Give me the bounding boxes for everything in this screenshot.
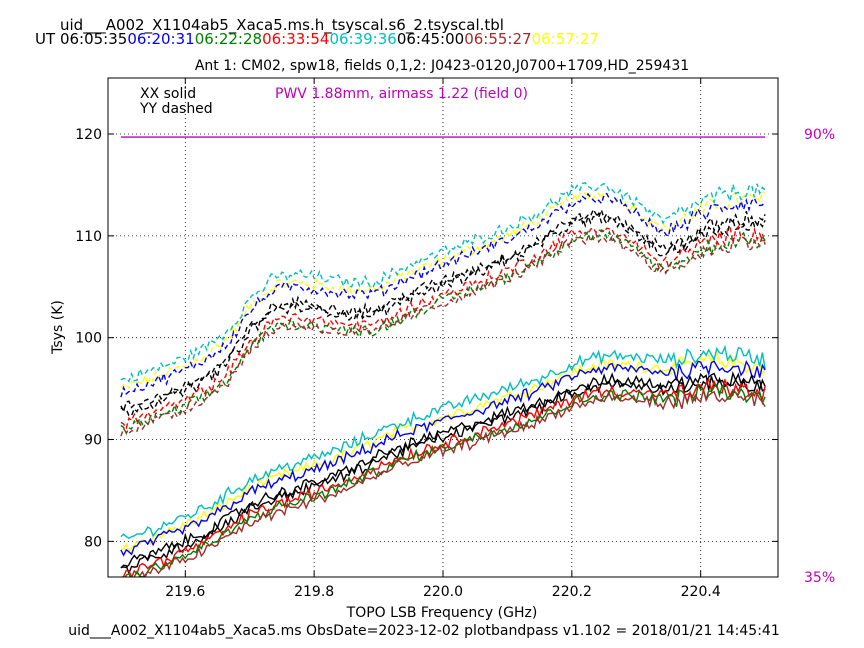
ut-timestamps: UT 06:05:3506:20:3106:22:2806:33:5406:39… <box>35 30 599 48</box>
ut-time-2: 06:22:28 <box>195 30 262 48</box>
x-axis-ticks: 219.6 219.8 220.0 220.2 220.4 <box>165 78 721 600</box>
ut-label: UT <box>35 30 56 48</box>
legend-yy-note: YY dashed <box>139 101 213 117</box>
series-yy-065527 <box>120 231 766 437</box>
ut-time-7: 06:57:27 <box>532 30 599 48</box>
y-tick-label: 100 <box>75 331 102 347</box>
y-tick-label: 110 <box>75 229 102 245</box>
series-yy-060535 <box>120 207 766 413</box>
y-tick-label: 80 <box>84 534 102 550</box>
ut-time-3: 06:33:54 <box>262 30 329 48</box>
y-axis-ticks: 80 90 100 110 120 <box>75 127 778 550</box>
series-yy-062228 <box>120 228 766 436</box>
right-axis-labels: 90% 35% <box>804 127 835 586</box>
pwv-note: PWV 1.88mm, airmass 1.22 (field 0) <box>275 86 528 102</box>
x-tick-label: 220.4 <box>681 584 721 600</box>
series-yy-063936 <box>120 182 766 383</box>
x-axis-label: TOPO LSB Frequency (GHz) <box>346 605 538 621</box>
series-xx-060535 <box>120 372 766 569</box>
ut-time-0: 06:05:35 <box>60 30 127 48</box>
series-yy-063354 <box>120 224 766 430</box>
series-xx-065527 <box>133 388 766 577</box>
y-tick-label: 90 <box>84 433 102 449</box>
series-xx-062228 <box>124 383 766 577</box>
series-xx-063936 <box>120 344 766 540</box>
ut-time-5: 06:45:00 <box>397 30 464 48</box>
x-tick-label: 220.2 <box>552 584 592 600</box>
chart-title: Ant 1: CM02, spw18, fields 0,1,2: J0423-… <box>195 58 689 74</box>
y-axis-label: Tsys (K) <box>50 300 66 355</box>
filename-title: uid___A002_X1104ab5_Xaca5.ms.h_tsyscal.s… <box>60 16 504 35</box>
series-xx-062031 <box>120 359 766 557</box>
series-layer <box>120 182 766 577</box>
x-tick-label: 219.6 <box>165 584 205 600</box>
y-tick-label: 120 <box>75 127 102 143</box>
ut-time-6: 06:55:27 <box>464 30 531 48</box>
right-axis-label: 35% <box>804 570 835 586</box>
ut-time-1: 06:20:31 <box>127 30 194 48</box>
x-tick-label: 219.8 <box>294 584 334 600</box>
ut-time-4: 06:39:36 <box>329 30 396 48</box>
legend-xx-note: XX solid <box>140 86 196 102</box>
right-axis-label: 90% <box>804 127 835 143</box>
x-tick-label: 220.0 <box>423 584 463 600</box>
series-yy-065727 <box>120 190 766 390</box>
footer-text: uid___A002_X1104ab5_Xaca5.ms ObsDate=202… <box>68 623 780 639</box>
